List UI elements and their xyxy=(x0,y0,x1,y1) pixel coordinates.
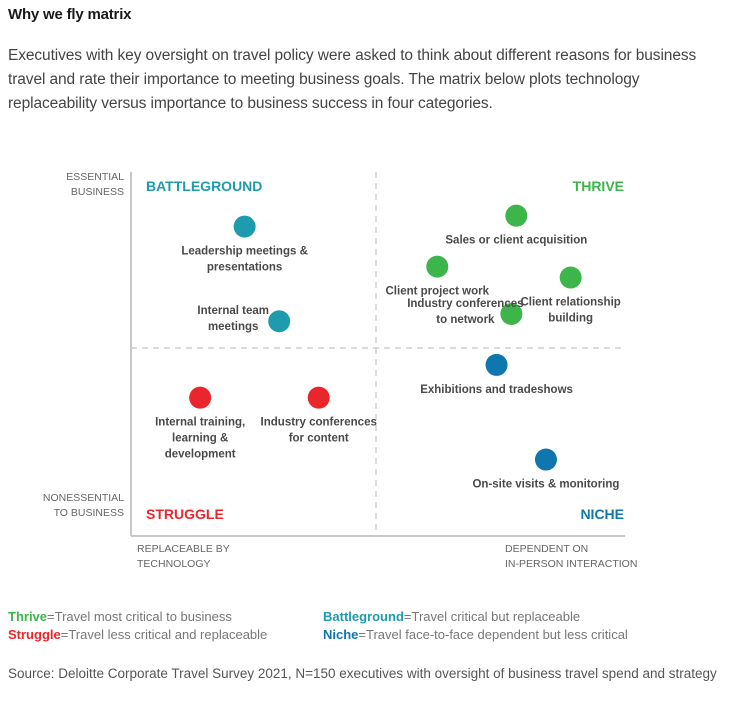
point-marker xyxy=(268,310,291,333)
legend-item-struggle: Struggle=Travel less critical and replac… xyxy=(8,626,267,644)
point-label: Client project work xyxy=(386,286,490,298)
legend-item-niche: Niche=Travel face-to-face dependent but … xyxy=(323,626,628,644)
legend-item-battleground: Battleground=Travel critical but replace… xyxy=(323,608,628,626)
point-label: Industry conferences to network xyxy=(407,298,523,326)
quadrant-title-niche: NICHE xyxy=(580,506,624,522)
data-point: Industry conferences to network xyxy=(407,298,523,326)
y-label-low: NONESSENTIAL TO BUSINESS xyxy=(43,492,124,519)
legend-desc: =Travel most critical to business xyxy=(47,609,232,624)
legend-right: Battleground=Travel critical but replace… xyxy=(323,608,628,644)
point-marker xyxy=(534,448,557,471)
legend-term: Battleground xyxy=(323,609,404,624)
point-marker xyxy=(485,353,508,376)
data-point: Internal training, learning & development xyxy=(155,386,245,461)
point-marker xyxy=(307,386,330,409)
point-marker xyxy=(505,204,528,227)
source-note: Source: Deloitte Corporate Travel Survey… xyxy=(8,666,717,681)
x-label-low: REPLACEABLE BY TECHNOLOGY xyxy=(137,543,230,570)
data-point: Internal team meetings xyxy=(197,305,291,333)
axes xyxy=(130,172,625,537)
point-marker xyxy=(233,215,256,238)
point-marker xyxy=(500,302,523,325)
x-label-high: DEPENDENT ON IN-PERSON INTERACTION xyxy=(505,543,637,570)
point-label: Internal team meetings xyxy=(197,305,269,333)
legend-desc: =Travel critical but replaceable xyxy=(403,609,581,624)
legend-term: Thrive xyxy=(8,609,48,624)
data-point: Leadership meetings & presentations xyxy=(181,215,308,274)
legend-desc: =Travel face-to-face dependent but less … xyxy=(358,627,628,642)
quadrant-title-thrive: THRIVE xyxy=(573,178,624,194)
data-point: Sales or client acquisition xyxy=(445,204,587,247)
point-label: Client relationship building xyxy=(520,297,620,325)
point-label: Sales or client acquisition xyxy=(445,235,587,247)
legend-term: Struggle xyxy=(8,627,61,642)
data-point: Industry conferences for content xyxy=(261,386,377,445)
legend-left: Thrive=Travel most critical to business … xyxy=(8,608,267,644)
axis-labels: ESSENTIAL BUSINESS NONESSENTIAL TO BUSINESS… xyxy=(43,171,638,570)
why-we-fly-matrix: ESSENTIAL BUSINESS NONESSENTIAL TO BUSINESS… xyxy=(43,171,638,570)
quadrant-titles: BATTLEGROUND THRIVE STRUGGLE NICHE xyxy=(146,178,624,522)
page-title: Why we fly matrix xyxy=(8,6,132,23)
point-label: On-site visits & monitoring xyxy=(472,479,619,491)
y-label-high: ESSENTIAL BUSINESS xyxy=(66,171,124,198)
point-marker xyxy=(559,266,582,289)
quadrant-title-battleground: BATTLEGROUND xyxy=(146,178,262,194)
legend-term: Niche xyxy=(323,627,359,642)
point-label: Internal training, learning & development xyxy=(155,417,245,461)
legend-desc: =Travel less critical and replaceable xyxy=(60,627,268,642)
point-marker xyxy=(426,255,449,278)
data-point: Client relationship building xyxy=(520,266,621,325)
data-point: On-site visits & monitoring xyxy=(472,448,619,491)
intro-paragraph: Executives with key oversight on travel … xyxy=(8,47,697,112)
point-marker xyxy=(189,386,212,409)
data-point: Exhibitions and tradeshows xyxy=(420,353,573,396)
data-point: Client project work xyxy=(386,255,490,298)
data-points: Leadership meetings & presentations Intern… xyxy=(155,204,621,491)
point-label: Leadership meetings & presentations xyxy=(181,246,308,274)
quadrant-title-struggle: STRUGGLE xyxy=(146,506,224,522)
legend-item-thrive: Thrive=Travel most critical to business xyxy=(8,608,267,626)
point-label: Industry conferences for content xyxy=(261,417,377,445)
point-label: Exhibitions and tradeshows xyxy=(420,384,573,396)
